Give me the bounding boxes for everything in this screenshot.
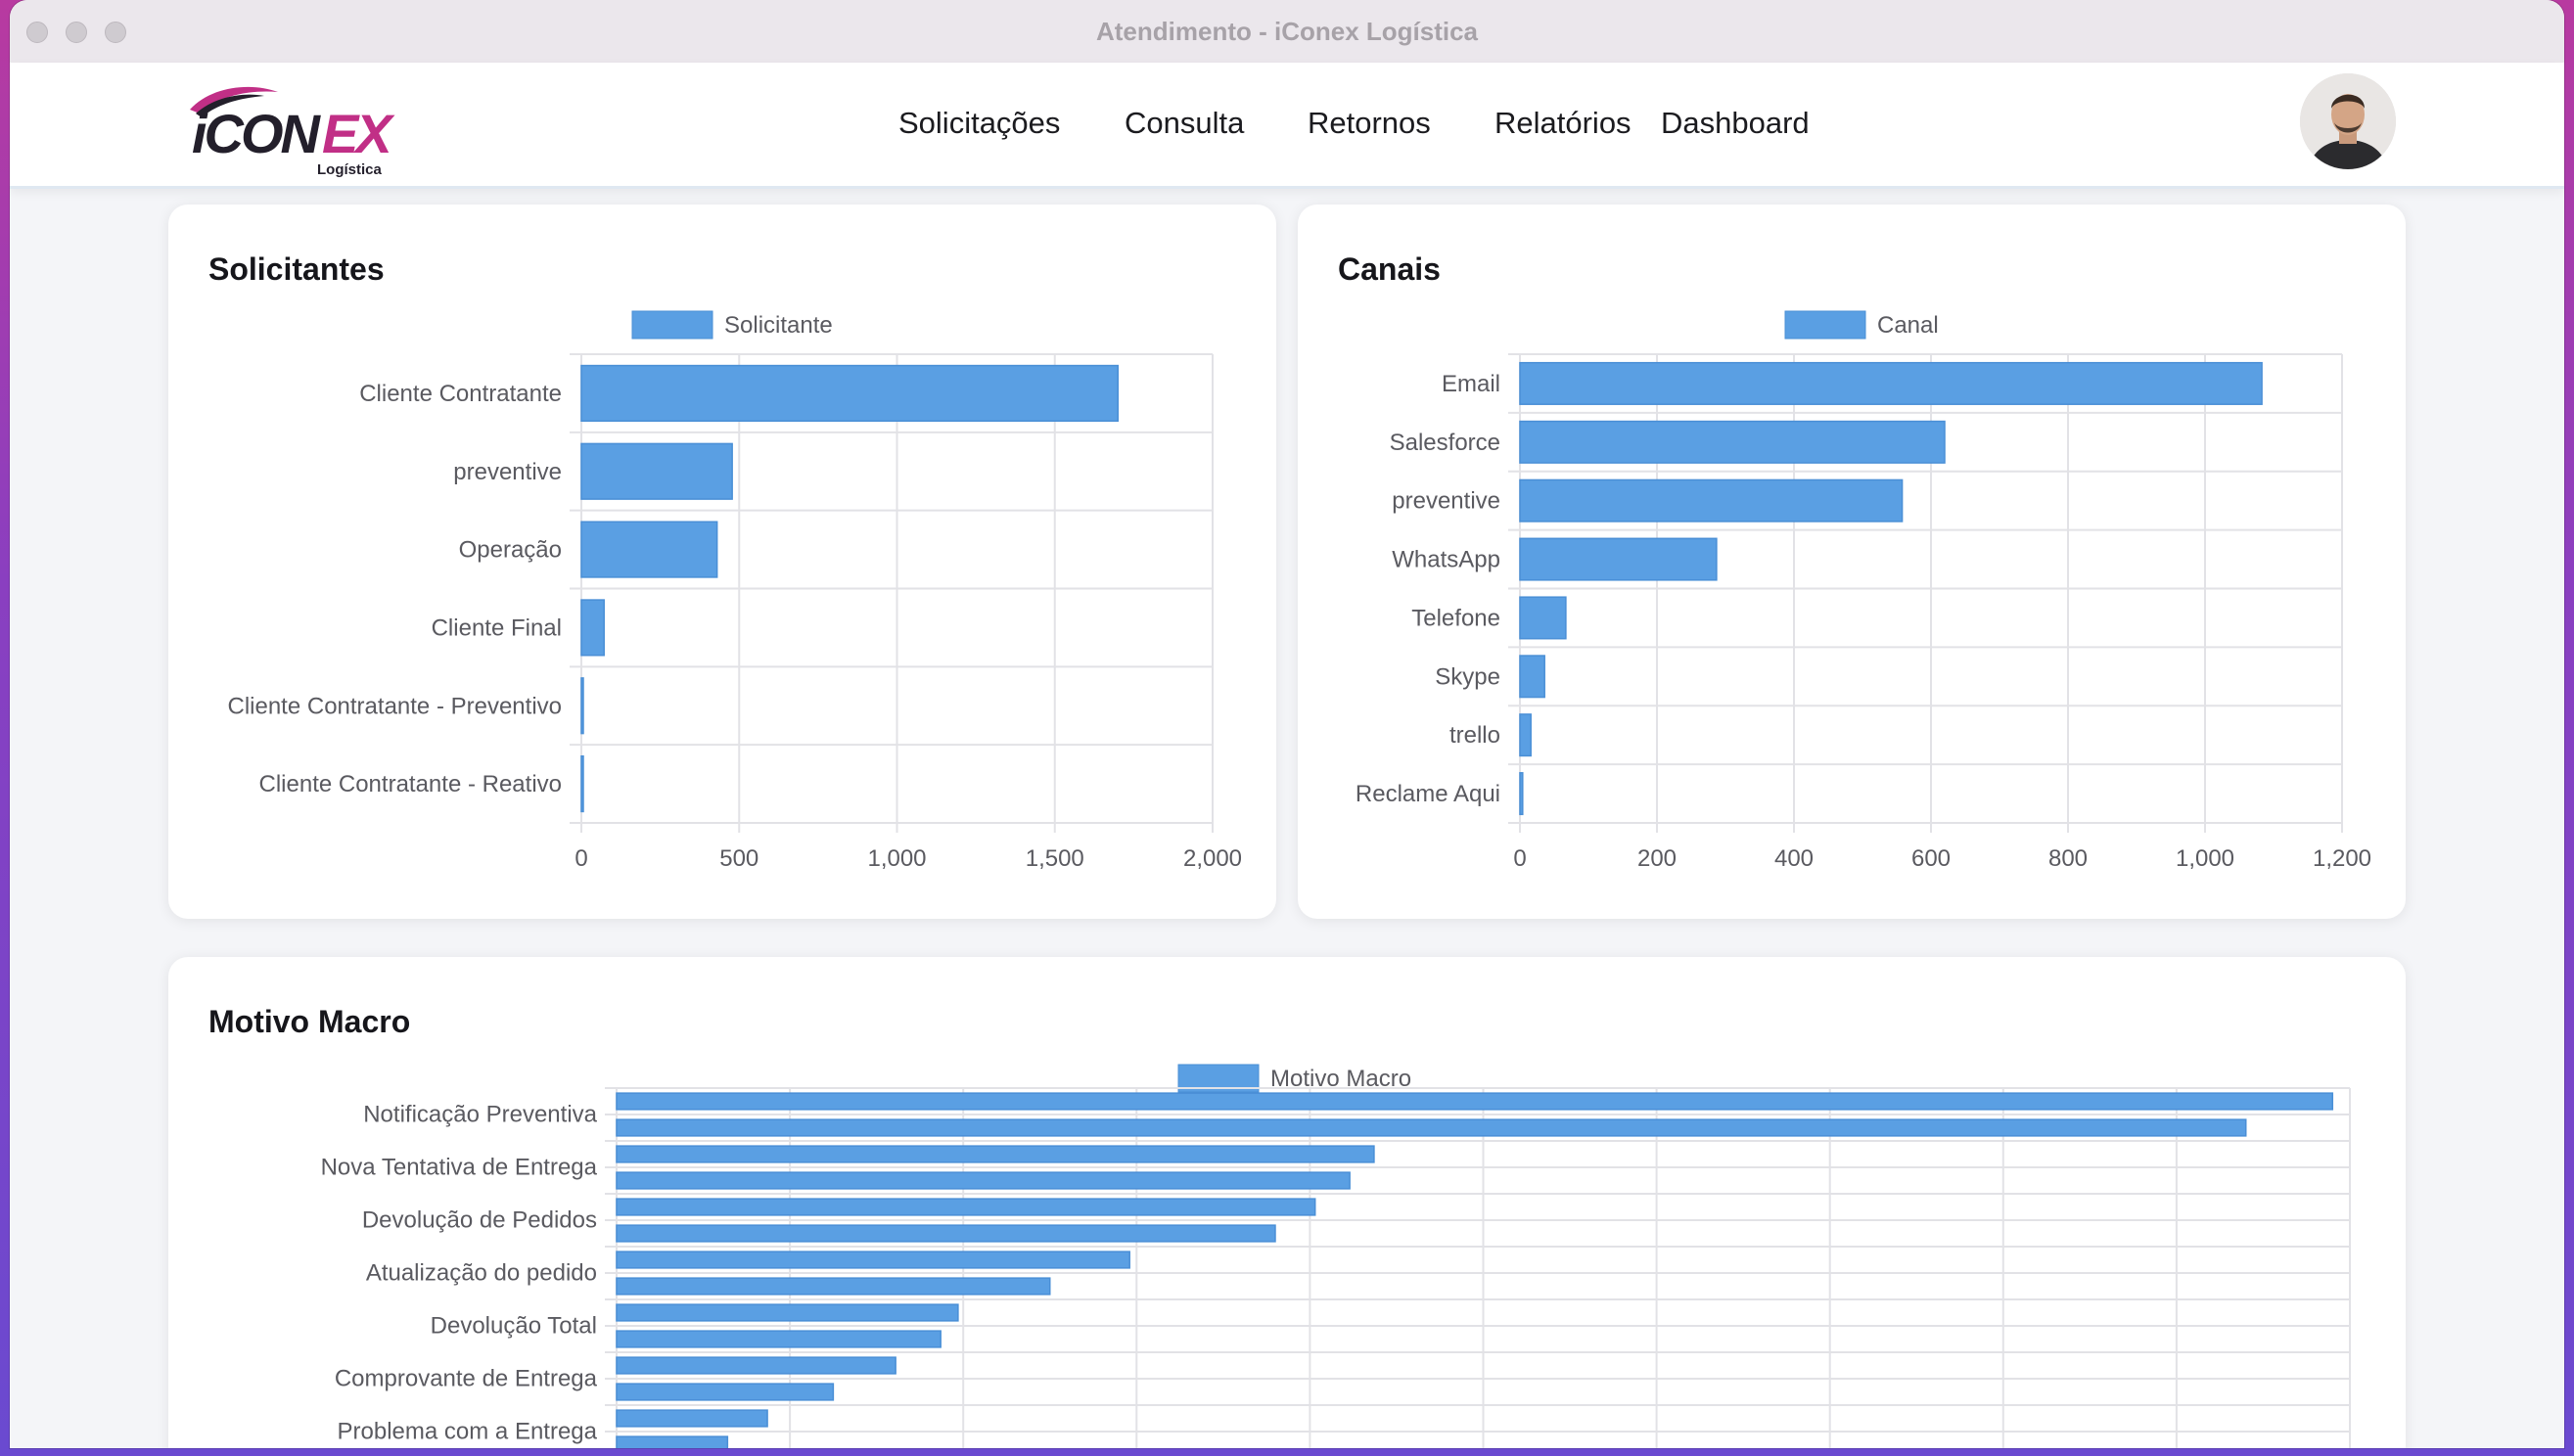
app-window: Atendimento - iConex Logística iCON EX L… xyxy=(10,0,2564,1448)
category-label: preventive xyxy=(453,459,562,485)
bar xyxy=(1519,772,1524,816)
canais-title: Canais xyxy=(1338,251,1441,287)
bar xyxy=(1519,655,1545,699)
avatar-image xyxy=(2300,73,2396,169)
solicitantes-card: Solicitantes Solicitante 0 500 1,000 1,500 2,… xyxy=(168,205,1276,919)
nav-item-consulta[interactable]: Consulta xyxy=(1125,106,1245,140)
category-label: WhatsApp xyxy=(1392,547,1500,573)
solicitantes-title: Solicitantes xyxy=(208,251,385,287)
bar xyxy=(616,1383,835,1401)
logo-swoosh-dark xyxy=(196,94,264,117)
bar xyxy=(1519,713,1532,757)
category-label: Cliente Contratante - Preventivo xyxy=(227,693,562,719)
bar xyxy=(616,1303,959,1322)
category-label: Telefone xyxy=(1411,605,1500,631)
category-label: Skype xyxy=(1435,663,1500,690)
category-label: Reclame Aqui xyxy=(1356,781,1500,807)
window-title: Atendimento - iConex Logística xyxy=(1095,17,1479,46)
bar xyxy=(616,1251,1130,1269)
bar xyxy=(616,1277,1051,1296)
motivo-macro-title: Motivo Macro xyxy=(208,1004,411,1039)
canais-chart: Canal 0 200 400 600 800 1,000 1,200 Email Salesfo… xyxy=(1356,310,2371,872)
x-tick-label: 400 xyxy=(1774,845,1814,872)
bar xyxy=(616,1224,1276,1243)
top-navbar: iCON EX Logística Solicitações Consulta … xyxy=(10,63,2564,189)
x-tick-label: 0 xyxy=(1513,845,1526,872)
bar xyxy=(616,1198,1316,1216)
category-label: Cliente Contratante - Reativo xyxy=(259,771,563,797)
x-tick-label: 1,200 xyxy=(2313,845,2371,872)
canais-card: Canais Canal 0 200 400 600 800 1,000 1,200 Email… xyxy=(1298,205,2406,919)
x-tick-label: 600 xyxy=(1911,845,1951,872)
logo-subtext: Logística xyxy=(317,161,383,178)
category-label: Cliente Final xyxy=(432,614,562,641)
bar xyxy=(580,677,584,735)
logo-text-accent: EX xyxy=(322,103,395,164)
category-label: Salesforce xyxy=(1390,430,1500,456)
category-label: Nova Tentativa de Entrega xyxy=(321,1155,598,1181)
x-tick-label: 200 xyxy=(1637,845,1677,872)
bar xyxy=(1519,537,1718,581)
title-bar: Atendimento - iConex Logística xyxy=(10,0,2564,64)
bar xyxy=(1519,420,1946,464)
iconex-logo[interactable]: iCON EX Logística xyxy=(182,80,397,178)
category-label: preventive xyxy=(1392,488,1500,515)
category-label: Operação xyxy=(459,537,562,564)
category-label: Problema com a Entrega xyxy=(338,1419,598,1445)
logo-text-dark: iCON xyxy=(192,103,322,164)
bar xyxy=(1519,478,1904,523)
x-tick-label: 2,000 xyxy=(1183,845,1242,872)
bar xyxy=(1519,361,2263,405)
category-label: Cliente Contratante xyxy=(359,381,562,407)
bar xyxy=(580,364,1119,423)
bar xyxy=(1519,596,1567,640)
bar xyxy=(580,521,718,578)
bar xyxy=(616,1092,2334,1111)
x-tick-label: 1,000 xyxy=(2176,845,2234,872)
bar xyxy=(616,1356,896,1375)
category-label: Devolução de Pedidos xyxy=(362,1207,597,1234)
minimize-window-button[interactable] xyxy=(66,22,87,43)
nav-item-solicitacoes[interactable]: Solicitações xyxy=(898,106,1061,140)
motivo-macro-card: Motivo Macro Motivo Macro Notificação Pre… xyxy=(168,957,2406,1448)
bar xyxy=(616,1171,1351,1190)
category-label: Atualização do pedido xyxy=(366,1260,597,1287)
category-label: Comprovante de Entrega xyxy=(335,1366,598,1392)
nav-item-retornos[interactable]: Retornos xyxy=(1308,106,1431,140)
solicitantes-chart: Solicitante 0 500 1,000 1,500 2,000 Cliente Co… xyxy=(227,310,1242,872)
bar xyxy=(580,599,605,657)
close-window-button[interactable] xyxy=(26,22,48,43)
legend-label: Solicitante xyxy=(724,312,833,339)
legend-swatch xyxy=(1784,310,1866,340)
bar xyxy=(616,1330,942,1348)
x-tick-label: 500 xyxy=(719,845,758,872)
x-tick-label: 0 xyxy=(575,845,587,872)
bar xyxy=(616,1145,1375,1163)
category-label: Devolução Total xyxy=(431,1313,597,1340)
bar xyxy=(616,1409,768,1428)
x-tick-label: 1,000 xyxy=(867,845,926,872)
category-label: trello xyxy=(1449,722,1500,749)
nav-item-dashboard[interactable]: Dashboard xyxy=(1661,106,1810,140)
bar xyxy=(580,754,584,813)
x-tick-label: 1,500 xyxy=(1026,845,1084,872)
logo-swoosh xyxy=(190,86,278,114)
bar xyxy=(616,1118,2247,1137)
legend-label: Canal xyxy=(1877,312,1939,339)
bar xyxy=(580,442,733,500)
category-label: Email xyxy=(1442,371,1500,397)
legend-swatch xyxy=(631,310,713,340)
x-tick-label: 800 xyxy=(2048,845,2088,872)
category-label: Notificação Preventiva xyxy=(363,1102,597,1128)
zoom-window-button[interactable] xyxy=(105,22,126,43)
bar xyxy=(616,1435,729,1448)
nav-item-relatorios[interactable]: Relatórios xyxy=(1494,106,1632,140)
user-avatar[interactable] xyxy=(2300,73,2396,169)
